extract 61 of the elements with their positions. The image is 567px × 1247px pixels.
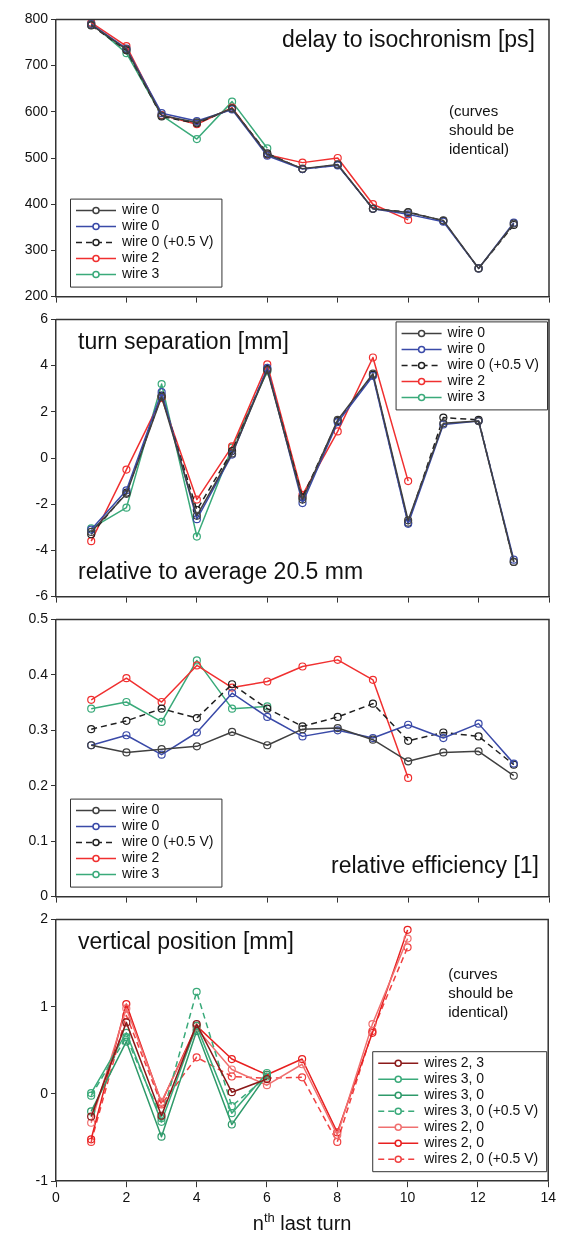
legend-label: wire 0	[446, 340, 486, 357]
y-tick-label: 600	[24, 102, 49, 119]
x-tick-label: 2	[122, 1189, 131, 1206]
x-tick-label: 4	[192, 1189, 201, 1206]
legend-label: wire 2	[446, 372, 486, 389]
y-tick-label: 200	[24, 287, 49, 304]
x-tick-label: 10	[399, 1189, 416, 1206]
y-tick-label: -4	[35, 541, 49, 558]
chart-title: vertical position [mm]	[78, 928, 295, 955]
legend-label: wire 0 (+0.5 V)	[121, 233, 214, 250]
legend-label: wires 3, 0	[423, 1070, 485, 1087]
y-tick-label: 800	[24, 10, 49, 27]
legend-label: wire 0	[121, 801, 160, 818]
y-tick-label: 2	[40, 910, 49, 927]
y-tick-label: 0	[40, 1084, 49, 1101]
legend-label: wires 2, 0	[423, 1134, 485, 1151]
x-tick-label: 12	[470, 1189, 486, 1206]
y-tick-label: 1	[40, 997, 49, 1014]
legend-label: wire 0	[121, 201, 160, 218]
y-tick-label: 700	[24, 56, 49, 73]
y-tick-label: 4	[40, 356, 49, 373]
annotation: relative to average 20.5 mm	[78, 558, 364, 585]
y-tick-label: 0.2	[28, 776, 49, 793]
legend-label: wire 3	[121, 265, 160, 282]
y-tick-label: 2	[40, 402, 49, 419]
y-tick-label: 0.5	[28, 610, 49, 627]
legend-label: wire 0 (+0.5 V)	[446, 356, 540, 373]
y-tick-label: 500	[24, 148, 49, 165]
legend-label: wire 3	[121, 865, 160, 882]
y-tick-label: 0.4	[28, 665, 49, 682]
y-tick-label: 0	[40, 448, 49, 465]
legend-label: wire 0	[121, 817, 160, 834]
legend-label: wire 3	[446, 388, 486, 405]
legend-label: wire 2	[121, 849, 160, 866]
y-tick-label: 300	[24, 241, 49, 258]
x-tick-label: 0	[52, 1189, 61, 1206]
legend-label: wires 3, 0	[423, 1086, 485, 1103]
x-tick-label: 8	[333, 1189, 342, 1206]
annotation: (curves should be identical)	[448, 965, 514, 1021]
y-tick-label: 0	[40, 887, 49, 904]
y-tick-label: -6	[35, 587, 49, 604]
y-tick-label: 0.1	[28, 832, 49, 849]
legend-label: wires 2, 0 (+0.5 V)	[423, 1150, 539, 1167]
legend-label: wire 0	[121, 217, 160, 234]
legend-label: wire 2	[121, 249, 160, 266]
text: relative efficiency [1]	[331, 852, 539, 879]
legend-label: wire 0	[446, 324, 486, 341]
legend-label: wires 2, 0	[423, 1118, 485, 1135]
legend-label: wire 0 (+0.5 V)	[121, 833, 214, 850]
y-tick-label: -2	[35, 495, 49, 512]
y-tick-label: -1	[35, 1172, 49, 1189]
chart-title: turn separation [mm]	[78, 328, 289, 355]
legend-label: wires 3, 0 (+0.5 V)	[423, 1102, 539, 1119]
annotation: (curves should be identical)	[449, 102, 515, 158]
y-tick-label: 6	[40, 310, 49, 327]
legend-label: wires 2, 3	[423, 1054, 485, 1071]
x-tick-label: 6	[263, 1189, 272, 1206]
y-tick-label: 0.3	[28, 721, 49, 738]
y-tick-label: 400	[24, 195, 49, 212]
chart-title: delay to isochronism [ps]	[281, 26, 535, 53]
x-tick-label: 14	[540, 1189, 557, 1206]
